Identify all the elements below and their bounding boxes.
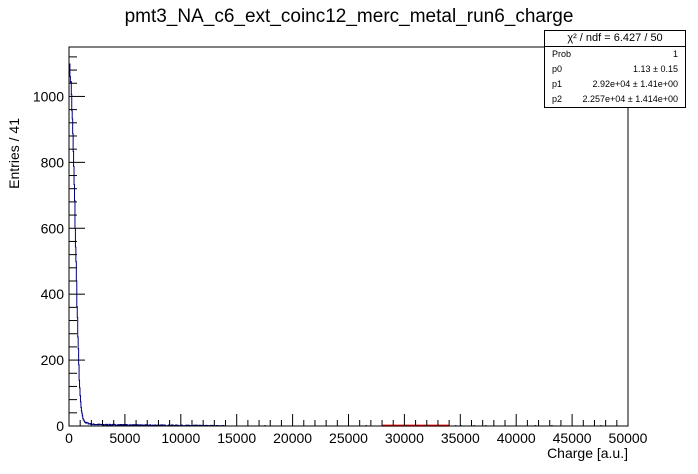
stats-row: p2 2.257e+04 ± 1.414e+00: [545, 92, 685, 107]
stats-row: p0 1.13 ± 0.15: [545, 62, 685, 77]
x-tick-label: 45000: [553, 430, 592, 446]
x-tick-label: 50000: [609, 430, 648, 446]
y-tick-label: 600: [41, 220, 65, 236]
x-tick-label: 25000: [329, 430, 368, 446]
stats-row: p1 2.92e+04 ± 1.41e+00: [545, 77, 685, 92]
stats-key: p2: [552, 94, 563, 104]
x-tick-label: 20000: [273, 430, 312, 446]
stats-value: 1: [672, 49, 678, 59]
stats-value: 1.13 ± 0.15: [633, 64, 678, 74]
y-tick-label: 400: [41, 286, 65, 302]
y-tick-label: 0: [56, 418, 64, 434]
x-tick-label: 0: [65, 430, 73, 446]
stats-box: χ² / ndf = 6.427 / 50 Prob 1 p0 1.13 ± 0…: [544, 30, 686, 108]
stats-value: 2.92e+04 ± 1.41e+00: [592, 79, 678, 89]
stats-key: p1: [552, 79, 563, 89]
y-tick-label: 1000: [33, 88, 64, 104]
x-tick-label: 15000: [217, 430, 256, 446]
x-tick-label: 10000: [161, 430, 200, 446]
stats-key: p0: [552, 64, 563, 74]
histogram-line: [68, 63, 629, 427]
y-axis-label: Entries / 41: [6, 118, 22, 189]
plot-area: [68, 63, 629, 427]
y-tick-label: 800: [41, 154, 65, 170]
chart-title: pmt3_NA_c6_ext_coinc12_merc_metal_run6_c…: [124, 6, 574, 27]
axes: 0 5000 10000 15000 20000 25000 30000 35000 40000…: [33, 46, 648, 446]
stats-value: 2.257e+04 ± 1.414e+00: [582, 94, 678, 104]
x-axis-label: Charge [a.u.]: [547, 445, 628, 461]
stats-header: χ² / ndf = 6.427 / 50: [545, 31, 685, 47]
y-tick-label: 200: [41, 352, 65, 368]
x-tick-label: 5000: [109, 430, 140, 446]
x-tick-label: 40000: [497, 430, 536, 446]
x-tick-label: 35000: [441, 430, 480, 446]
stats-key: Prob: [552, 49, 572, 59]
x-tick-label: 30000: [385, 430, 424, 446]
stats-row: Prob 1: [545, 47, 685, 62]
